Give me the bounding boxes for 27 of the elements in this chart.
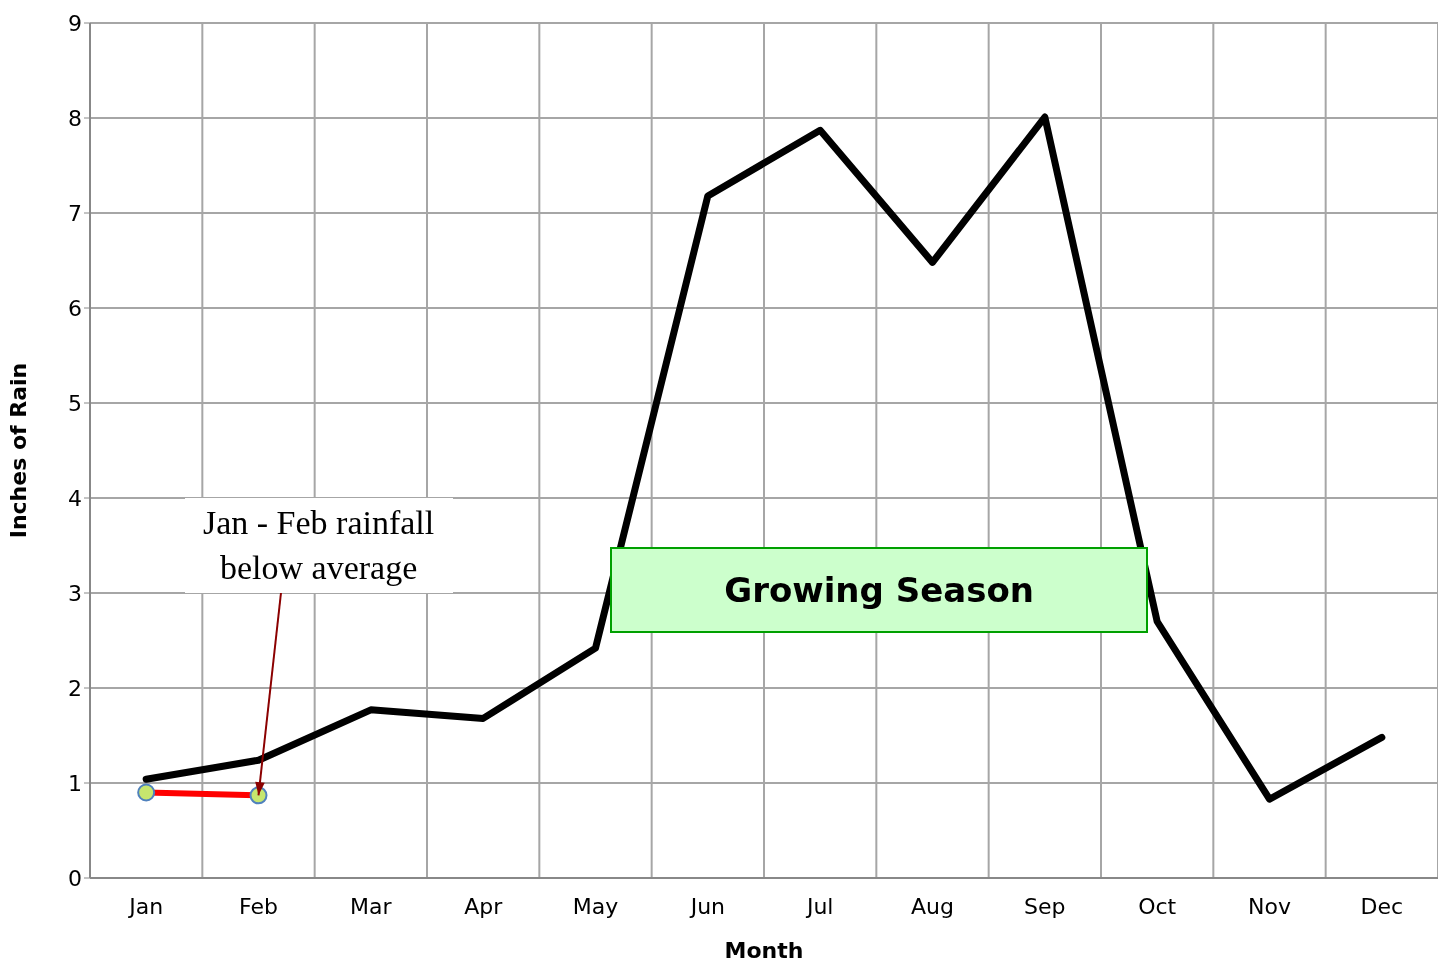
x-tick-label: Jan	[127, 893, 164, 919]
y-tick-label: 6	[68, 295, 82, 321]
y-tick-label: 3	[68, 580, 82, 606]
y-tick-label: 0	[68, 865, 82, 891]
label-box: Growing Season	[610, 547, 1149, 633]
x-axis-title: Month	[724, 938, 804, 963]
x-tick-label: Oct	[1138, 893, 1177, 919]
y-tick-label: 2	[68, 675, 82, 701]
x-tick-label: Mar	[350, 893, 393, 919]
x-tick-label: Feb	[239, 893, 278, 919]
x-tick-label: Apr	[464, 893, 504, 919]
x-tick-label: Dec	[1360, 893, 1404, 919]
x-tick-label: May	[572, 893, 619, 919]
y-tick-label: 9	[68, 10, 82, 36]
x-tick-label: Nov	[1248, 893, 1291, 919]
y-axis-title: Inches of Rain	[5, 362, 31, 539]
x-tick-label: Jun	[688, 893, 726, 919]
annotation: Jan - Feb rainfall below average	[201, 503, 436, 588]
y-tick-label: 7	[68, 200, 82, 226]
callout-box: Jan - Feb rainfall below average	[184, 498, 453, 593]
y-tick-label: 8	[68, 105, 82, 131]
y-tick-label: 4	[68, 485, 82, 511]
x-tick-label: Jul	[804, 893, 834, 919]
y-tick-label: 5	[68, 390, 82, 416]
x-tick-label: Sep	[1024, 893, 1066, 919]
x-tick-label: Aug	[911, 893, 954, 919]
y-tick-label: 1	[68, 770, 82, 796]
